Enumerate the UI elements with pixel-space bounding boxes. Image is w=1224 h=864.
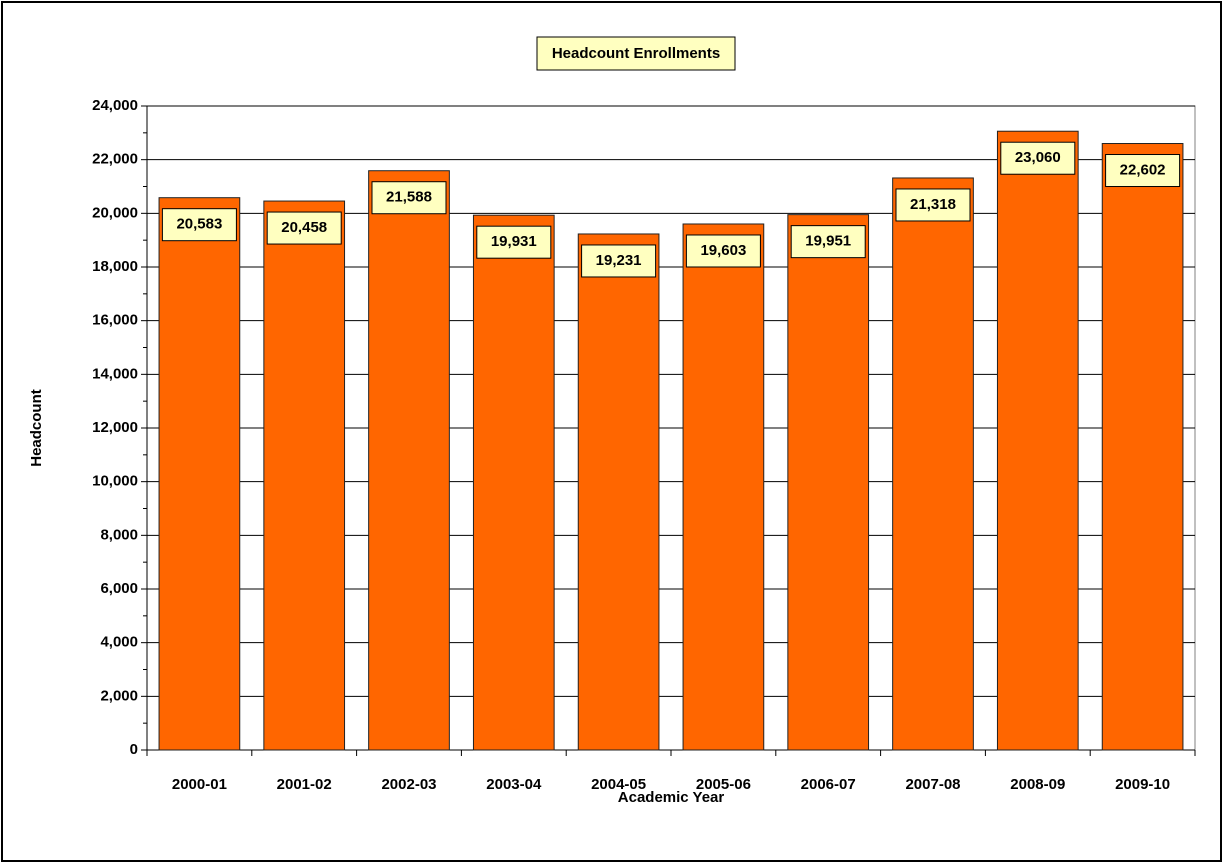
y-tick-label: 4,000 [100,634,138,651]
y-tick-label: 8,000 [100,526,138,543]
bar [158,197,241,751]
title-box [536,36,736,71]
data-label-box [1105,154,1181,188]
data-label: 21,318 [910,196,956,213]
y-axis-label: Headcount [28,389,45,467]
data-label-box [266,211,342,245]
x-tick-label: 2008-09 [1010,776,1065,793]
chart-title: Headcount Enrollments [552,45,720,62]
y-tick-label: 24,000 [92,97,138,114]
data-label-box [790,225,866,259]
y-tick-label: 20,000 [92,204,138,221]
y-tick-label: 22,000 [92,151,138,168]
data-label-box [476,225,552,259]
y-tick-label: 2,000 [100,687,138,704]
bar [682,223,765,751]
data-label: 21,588 [386,189,432,206]
x-tick-label: 2000-01 [172,776,227,793]
data-label-box [371,181,447,215]
data-label: 22,602 [1120,161,1166,178]
data-label: 20,583 [176,216,222,233]
bar [996,130,1079,751]
y-tick-label: 14,000 [92,365,138,382]
bar [368,170,450,751]
data-label: 19,931 [491,233,537,250]
bar [787,214,870,751]
bar [263,200,346,751]
y-tick-label: 6,000 [100,580,138,597]
y-tick-label: 0 [130,741,138,758]
data-label: 19,231 [596,252,642,269]
data-label: 23,060 [1015,149,1061,166]
data-label-box [895,188,971,222]
data-label: 19,603 [700,242,746,259]
x-tick-label: 2004-05 [591,776,646,793]
y-tick-label: 16,000 [92,312,138,329]
bar [892,177,974,751]
x-tick-label: 2003-04 [486,776,542,793]
y-tick-label: 12,000 [92,419,138,436]
y-tick-label: 10,000 [92,473,138,490]
x-tick-label: 2009-10 [1115,776,1170,793]
data-label: 19,951 [805,233,851,250]
data-label-box [161,208,237,242]
data-label-box [685,234,761,268]
bar [577,233,660,751]
y-tick-label: 18,000 [92,258,138,275]
bar [1101,143,1184,751]
x-tick-label: 2006-07 [801,776,856,793]
bar [472,214,555,751]
x-tick-label: 2005-06 [696,776,751,793]
x-axis-label: Academic Year [618,789,725,806]
data-label-box [1000,141,1076,175]
x-tick-label: 2001-02 [277,776,332,793]
x-tick-label: 2002-03 [381,776,436,793]
data-label: 20,458 [281,219,327,236]
data-label-box [581,244,657,278]
x-tick-label: 2007-08 [905,776,960,793]
